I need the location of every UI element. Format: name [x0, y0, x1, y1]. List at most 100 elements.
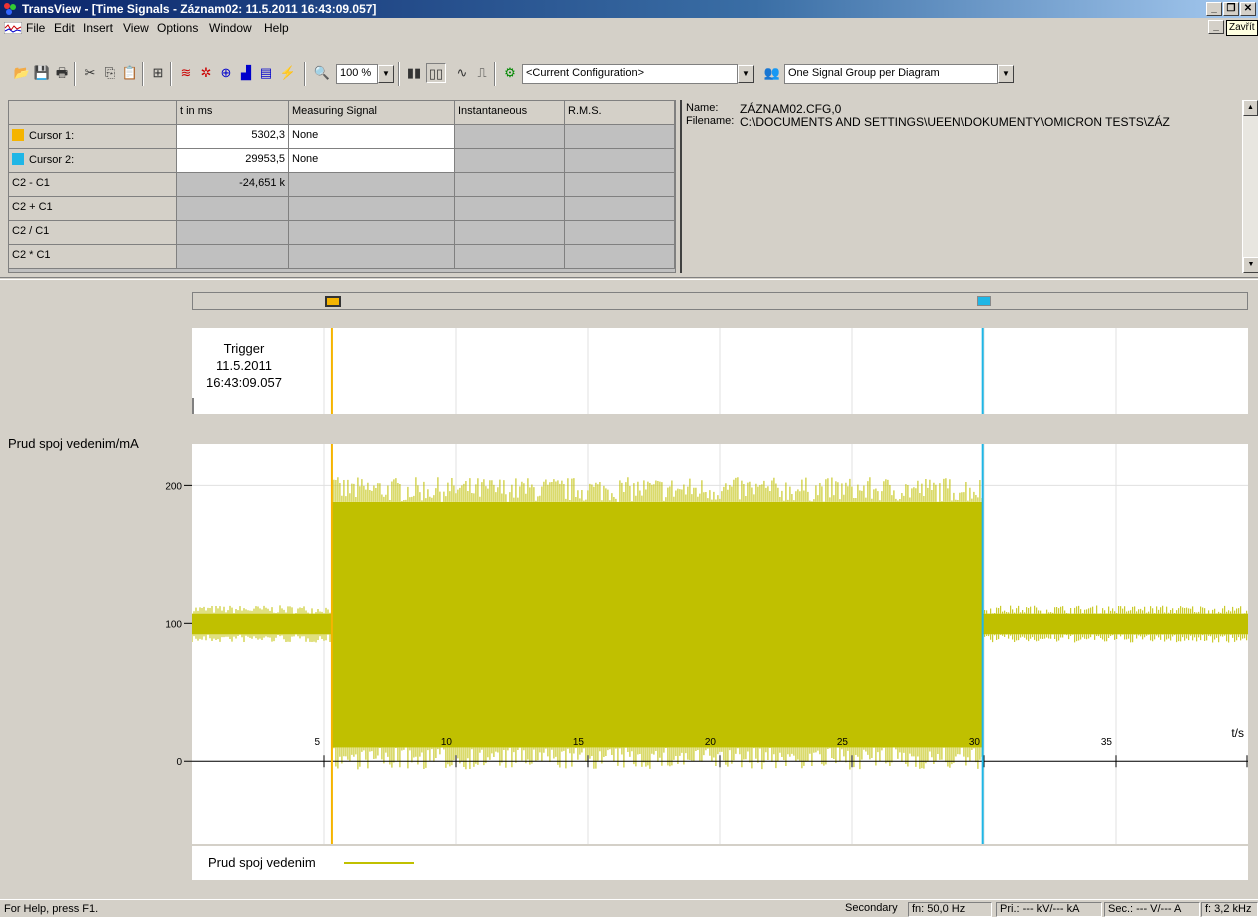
cursor2-instantaneous — [455, 149, 565, 173]
scroll-down-button[interactable]: ▼ — [1243, 257, 1258, 273]
configuration-select[interactable]: <Current Configuration> — [522, 64, 738, 84]
trigger-icon[interactable]: ⚡ — [279, 65, 297, 80]
cursor2-handle[interactable] — [976, 296, 991, 306]
name-label: Name: — [686, 102, 719, 114]
x-tick-label: 5 — [314, 737, 320, 748]
circle-diagram-icon[interactable]: ⊕ — [220, 65, 232, 80]
ratio-signal — [289, 221, 455, 245]
cursor1-signal[interactable]: None — [289, 125, 455, 149]
cursor1-instantaneous — [455, 125, 565, 149]
copy-icon[interactable]: ⎘ — [104, 65, 116, 80]
name-value: ZÁZNAM02.CFG,0 — [740, 102, 842, 116]
cursor-strip[interactable] — [192, 292, 1248, 310]
mdi-minimize-button[interactable]: _ — [1208, 20, 1224, 34]
menu-help[interactable]: Help — [264, 21, 289, 35]
menu-options[interactable]: Options — [157, 21, 199, 35]
menu-view[interactable]: View — [123, 21, 149, 35]
open-icon[interactable]: 📂 — [13, 65, 31, 80]
ratio-instantaneous — [455, 221, 565, 245]
cursor1-handle[interactable] — [324, 296, 341, 307]
title-bar: TransView - [Time Signals - Záznam02: 11… — [0, 0, 1258, 18]
product-instantaneous — [455, 245, 565, 269]
time-signals-icon[interactable]: ≋ — [180, 65, 192, 80]
configuration-icon[interactable]: ⚙ — [504, 65, 516, 80]
wave-icon[interactable]: ∿ — [456, 65, 468, 80]
cursor1-swatch — [12, 129, 24, 141]
cursor1-label: Cursor 1: — [29, 130, 75, 142]
signal-group-select[interactable]: One Signal Group per Diagram — [784, 64, 998, 84]
menu-bar: File Edit Insert View Options Window Hel… — [0, 18, 1258, 38]
step-icon[interactable]: ⎍ — [477, 65, 487, 80]
signal-plot[interactable]: 5 10 15 20 25 30 35 t/s — [192, 444, 1248, 844]
header-instantaneous[interactable]: Instantaneous — [455, 101, 565, 125]
x-tick-label: 20 — [705, 737, 717, 748]
cursor2-icon[interactable]: ▯▯ — [426, 63, 446, 83]
cut-icon[interactable]: ✂ — [84, 65, 96, 80]
file-info-panel: Name: ZÁZNAM02.CFG,0 Filename: C:\DOCUME… — [680, 100, 1258, 273]
signal-noise-bottom — [982, 634, 1248, 643]
diff-rms — [565, 173, 675, 197]
sum-signal — [289, 197, 455, 221]
cursor1-time[interactable]: 5302,3 — [177, 125, 289, 149]
cursor1-icon[interactable]: ▮▮ — [406, 65, 422, 80]
legend-label: Prud spoj vedenim — [208, 855, 316, 870]
cursor2-rms — [565, 149, 675, 173]
trigger-pane-grid — [192, 328, 1117, 414]
restore-button[interactable]: ❐ — [1223, 2, 1239, 16]
row-diff-label: C2 - C1 — [9, 173, 177, 197]
ratio-rms — [565, 221, 675, 245]
signal-noise-bottom — [331, 747, 983, 770]
status-pri: Pri.: --- kV/--- kA — [996, 902, 1102, 917]
info-scrollbar[interactable]: ▲ ▼ — [1242, 100, 1258, 273]
cursor2-time[interactable]: 29953,5 — [177, 149, 289, 173]
splitter[interactable] — [0, 277, 1258, 280]
zoom-dropdown-button[interactable]: ▼ — [378, 65, 394, 83]
trigger-label: Trigger — [223, 341, 265, 356]
x-tick-label: 25 — [837, 737, 849, 748]
cursor-table: t in ms Measuring Signal Instantaneous R… — [8, 100, 676, 273]
menu-insert[interactable]: Insert — [83, 21, 114, 35]
zoom-icon[interactable]: 🔍 — [313, 65, 331, 80]
configuration-dropdown-button[interactable]: ▼ — [738, 65, 754, 83]
save-icon[interactable]: 💾 — [33, 65, 51, 80]
signal-group-dropdown-button[interactable]: ▼ — [998, 65, 1014, 83]
minimize-button[interactable]: _ — [1206, 2, 1222, 16]
y-axis-label: Prud spoj vedenim/mA — [8, 436, 139, 451]
table-view-icon[interactable]: ▤ — [259, 65, 273, 80]
product-rms — [565, 245, 675, 269]
header-t-in-ms[interactable]: t in ms — [177, 101, 289, 125]
trigger-time: 16:43:09.057 — [206, 375, 282, 390]
diff-signal — [289, 173, 455, 197]
x-tick-label: 10 — [441, 737, 453, 748]
close-button[interactable]: ✕ — [1240, 2, 1256, 16]
header-measuring-signal[interactable]: Measuring Signal — [289, 101, 455, 125]
zoom-select[interactable]: 100 % — [336, 64, 378, 84]
row-ratio-label: C2 / C1 — [9, 221, 177, 245]
signal-noise-top — [193, 605, 331, 614]
header-rms[interactable]: R.M.S. — [565, 101, 675, 125]
trigger-info: Trigger 11.5.2011 16:43:09.057 — [202, 340, 286, 391]
menu-edit[interactable]: Edit — [54, 21, 75, 35]
filename-label: Filename: — [686, 115, 735, 127]
cursor2-signal[interactable]: None — [289, 149, 455, 173]
print-icon[interactable]: 🖶 — [55, 65, 69, 80]
harmonics-icon[interactable]: ▟ — [241, 65, 251, 80]
sum-time — [177, 197, 289, 221]
diff-instantaneous — [455, 173, 565, 197]
x-axis-label: t/s — [1231, 726, 1244, 740]
menu-file[interactable]: File — [26, 21, 46, 35]
document-icon — [4, 22, 22, 34]
vector-icon[interactable]: ✲ — [200, 65, 212, 80]
grid-icon[interactable]: ⊞ — [152, 65, 164, 80]
row-cursor1-label: Cursor 1: — [9, 125, 177, 149]
y-tick-label: 0 — [176, 757, 182, 768]
status-bar: For Help, press F1. Secondary fn: 50,0 H… — [0, 899, 1258, 917]
menu-window[interactable]: Window — [209, 21, 252, 35]
filename-value: C:\DOCUMENTS AND SETTINGS\UEEN\DOKUMENTY… — [740, 115, 1170, 129]
sum-instantaneous — [455, 197, 565, 221]
scroll-up-button[interactable]: ▲ — [1243, 100, 1258, 116]
signal-group-icon[interactable]: 👥 — [763, 65, 781, 80]
paste-icon[interactable]: 📋 — [121, 65, 139, 80]
ratio-time — [177, 221, 289, 245]
signal-band — [192, 613, 332, 635]
